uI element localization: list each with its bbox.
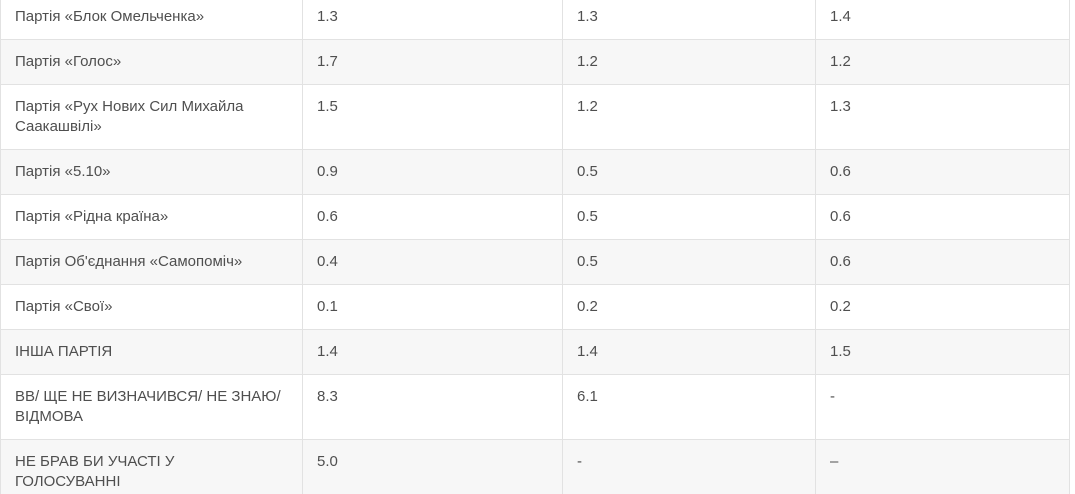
value-cell: 1.2 <box>562 84 816 150</box>
party-name-cell: Партія «Голос» <box>0 39 303 85</box>
value-cell: 1.7 <box>302 39 563 85</box>
value-cell: 0.5 <box>562 149 816 195</box>
value-cell: 1.3 <box>562 0 816 40</box>
table-row: НЕ БРАВ БИ УЧАСТІ У ГОЛОСУВАННІ 5.0- – <box>0 439 1070 494</box>
value-cell: 0.2 <box>562 284 816 330</box>
value-cell: 1.5 <box>815 329 1070 375</box>
value-cell: 8.3 <box>302 374 563 440</box>
value-cell: 0.1 <box>302 284 563 330</box>
party-name-cell: Партія «Рідна країна» <box>0 194 303 240</box>
table-row: ВВ/ ЩЕ НЕ ВИЗНАЧИВСЯ/ НЕ ЗНАЮ/ ВІДМОВА 8.… <box>0 374 1070 440</box>
value-cell: 5.0 <box>302 439 563 494</box>
table-row: Партія «Блок Омельченка» 1.3 1.3 1.4 <box>0 0 1070 40</box>
value-cell: 1.3 <box>815 84 1070 150</box>
table-row: Партія «Свої» 0.1 0.2 0.2 <box>0 284 1070 330</box>
table-row: Партія «5.10» 0.9 0.5 0.6 <box>0 149 1070 195</box>
value-cell: 0.5 <box>562 239 816 285</box>
party-name-cell: Партія «Рух Нових Сил Михайла Саакашвілі… <box>0 84 303 150</box>
value-cell: 0.4 <box>302 239 563 285</box>
table-row: Партія Об'єднання «Самопоміч» 0.4 0.5 0.6 <box>0 239 1070 285</box>
value-cell: 0.5 <box>562 194 816 240</box>
value-cell: 0.6 <box>815 239 1070 285</box>
table-row: Партія «Голос» 1.7 1.2 1.2 <box>0 39 1070 85</box>
value-cell: 0.6 <box>815 194 1070 240</box>
party-name-cell: Партія Об'єднання «Самопоміч» <box>0 239 303 285</box>
party-name-cell: Партія «Блок Омельченка» <box>0 0 303 40</box>
value-cell: 0.6 <box>302 194 563 240</box>
value-cell: - <box>562 439 816 494</box>
value-cell: 1.3 <box>302 0 563 40</box>
party-name-cell: НЕ БРАВ БИ УЧАСТІ У ГОЛОСУВАННІ <box>0 439 303 494</box>
party-name-cell: ВВ/ ЩЕ НЕ ВИЗНАЧИВСЯ/ НЕ ЗНАЮ/ ВІДМОВА <box>0 374 303 440</box>
value-cell: 0.9 <box>302 149 563 195</box>
table-row: ІНША ПАРТІЯ 1.4 1.4 1.5 <box>0 329 1070 375</box>
value-cell: - <box>815 374 1070 440</box>
value-cell: – <box>815 439 1070 494</box>
party-name-cell: Партія «Свої» <box>0 284 303 330</box>
party-name-cell: ІНША ПАРТІЯ <box>0 329 303 375</box>
value-cell: 1.4 <box>562 329 816 375</box>
value-cell: 1.4 <box>815 0 1070 40</box>
value-cell: 1.2 <box>562 39 816 85</box>
value-cell: 6.1 <box>562 374 816 440</box>
value-cell: 1.5 <box>302 84 563 150</box>
party-name-cell: Партія «5.10» <box>0 149 303 195</box>
table-row: Партія «Рух Нових Сил Михайла Саакашвілі… <box>0 84 1070 150</box>
value-cell: 0.2 <box>815 284 1070 330</box>
table-row: Партія «Рідна країна» 0.6 0.5 0.6 <box>0 194 1070 240</box>
value-cell: 1.2 <box>815 39 1070 85</box>
value-cell: 1.4 <box>302 329 563 375</box>
value-cell: 0.6 <box>815 149 1070 195</box>
